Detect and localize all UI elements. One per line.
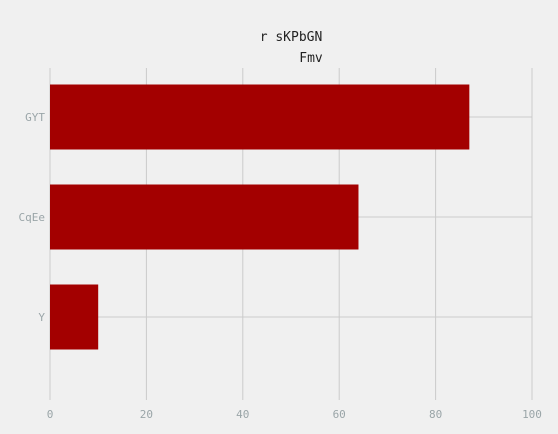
y-tick-label: Y	[38, 311, 45, 324]
y-tick-label: GYT	[25, 111, 45, 124]
x-tick-label: 20	[140, 408, 153, 421]
bar-y	[50, 284, 99, 350]
x-tick-labels: 0 20 40 60 80 100	[47, 408, 542, 421]
bar-gyt	[50, 84, 470, 150]
x-tick-label: 0	[47, 408, 54, 421]
y-tick-labels: GYT CqEe Y	[19, 111, 46, 324]
y-tick-label: CqEe	[19, 211, 46, 224]
x-tick-label: 40	[236, 408, 249, 421]
bars	[50, 84, 470, 350]
x-tick-label: 80	[429, 408, 442, 421]
x-tick-label: 100	[522, 408, 542, 421]
chart-subtitle: Fmv	[299, 51, 323, 66]
chart-title: r sKPbGN	[260, 30, 323, 45]
x-tick-label: 60	[333, 408, 346, 421]
bar-cqee	[50, 184, 359, 250]
